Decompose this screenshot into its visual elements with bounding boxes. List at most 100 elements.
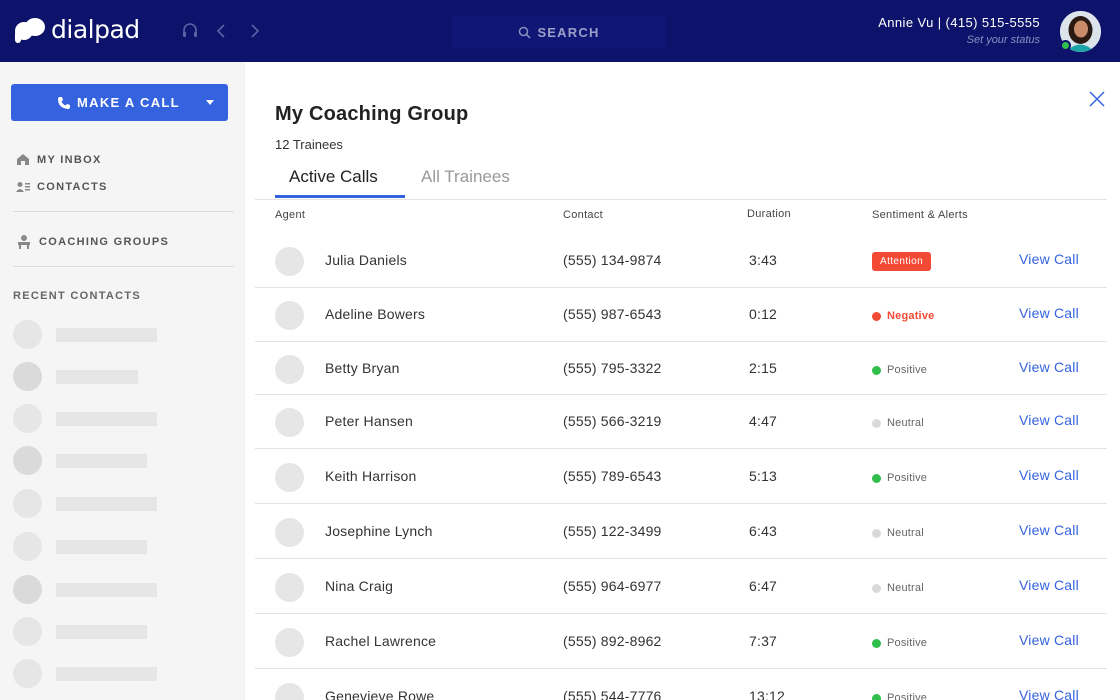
agent-avatar	[275, 463, 304, 492]
sentiment-dot	[872, 418, 881, 428]
sentiment-label: Neutral	[887, 582, 924, 594]
dialpad-logo[interactable]: dialpad	[14, 16, 140, 44]
agent-name: Betty Bryan	[325, 360, 400, 376]
trainee-count: 12 Trainees	[275, 137, 343, 152]
table-row: Peter Hansen (555) 566-3219 4:47 Neutral Vie…	[255, 395, 1107, 449]
contact-number: (555) 566-3219	[563, 413, 662, 429]
sentiment-dot	[872, 365, 881, 375]
brand-name: dialpad	[51, 15, 140, 44]
contact-number: (555) 987-6543	[563, 306, 662, 322]
view-call-link[interactable]: View Call	[1019, 467, 1079, 483]
agent-name: Adeline Bowers	[325, 306, 426, 322]
view-call-link[interactable]: View Call	[1019, 522, 1079, 538]
make-a-call-button[interactable]: MAKE A CALL	[11, 84, 228, 121]
call-duration: 6:47	[749, 578, 778, 594]
view-call-link[interactable]: View Call	[1019, 412, 1079, 428]
make-a-call-label: MAKE A CALL	[77, 95, 180, 110]
column-header-sentiment: Sentiment & Alerts	[872, 209, 968, 221]
sidebar-divider	[13, 266, 234, 267]
recent-contact-placeholder	[13, 362, 138, 391]
sidebar-item-label: COACHING GROUPS	[39, 235, 170, 248]
tab-active-calls[interactable]: Active Calls	[289, 167, 378, 186]
recent-contact-placeholder	[13, 659, 157, 688]
call-duration: 0:12	[749, 306, 778, 322]
table-row: Genevieve Rowe (555) 544-7776 13:12 Positiv…	[255, 669, 1107, 700]
sentiment-label: Positive	[887, 692, 928, 700]
back-arrow-icon[interactable]	[214, 22, 230, 40]
table-row: Betty Bryan (555) 795-3322 2:15 Positive Vie…	[255, 342, 1107, 395]
table-divider	[255, 199, 1107, 200]
tab-all-trainees[interactable]: All Trainees	[421, 167, 510, 186]
sentiment-dot	[872, 638, 881, 648]
table-row: Adeline Bowers (555) 987-6543 0:12 Negative…	[255, 288, 1107, 342]
agent-avatar	[275, 573, 304, 602]
sentiment-label: Negative	[887, 310, 935, 322]
agent-avatar	[275, 683, 304, 700]
coaching-groups-icon	[18, 235, 30, 249]
sentiment-indicator: Positive	[872, 692, 927, 700]
sentiment-indicator: Positive	[872, 472, 927, 484]
sentiment-indicator: Attention	[872, 252, 932, 271]
sidebar-divider	[13, 211, 234, 212]
agent-name: Nina Craig	[325, 578, 394, 594]
view-call-link[interactable]: View Call	[1019, 632, 1079, 648]
recent-contact-placeholder	[13, 489, 157, 518]
sentiment-dot	[872, 528, 881, 538]
view-call-link[interactable]: View Call	[1019, 305, 1079, 321]
call-duration: 7:37	[749, 633, 778, 649]
recent-contacts-heading: RECENT CONTACTS	[13, 290, 142, 302]
sentiment-dot	[872, 473, 881, 483]
nav-controls	[182, 22, 262, 40]
sidebar: MAKE A CALL MY INBOX CONTACTS COACHING G…	[0, 62, 245, 700]
agent-name: Genevieve Rowe	[325, 688, 435, 700]
user-name: Annie Vu | (415) 515-5555	[878, 15, 1040, 30]
view-call-link[interactable]: View Call	[1019, 687, 1079, 700]
call-duration: 6:43	[749, 523, 778, 539]
agent-avatar	[275, 301, 304, 330]
sentiment-label: Positive	[887, 364, 928, 376]
headset-icon[interactable]	[182, 22, 198, 40]
view-call-link[interactable]: View Call	[1019, 577, 1079, 593]
sidebar-item-coaching-groups[interactable]: COACHING GROUPS	[16, 234, 169, 249]
contact-number: (555) 544-7776	[563, 688, 662, 700]
sentiment-indicator: Positive	[872, 364, 927, 376]
view-call-link[interactable]: View Call	[1019, 251, 1079, 267]
recent-contact-placeholder	[13, 575, 157, 604]
sidebar-item-contacts[interactable]: CONTACTS	[16, 181, 108, 193]
sidebar-item-inbox[interactable]: MY INBOX	[16, 153, 102, 166]
chevron-down-icon[interactable]	[206, 100, 214, 105]
sentiment-dot	[872, 693, 881, 700]
sentiment-indicator: Positive	[872, 637, 927, 649]
recent-contact-placeholder	[13, 404, 157, 433]
phone-icon	[58, 96, 70, 109]
sidebar-item-label: CONTACTS	[37, 181, 108, 193]
set-status-link[interactable]: Set your status	[966, 34, 1040, 46]
sentiment-indicator: Negative	[872, 310, 934, 322]
view-call-link[interactable]: View Call	[1019, 359, 1079, 375]
sentiment-indicator: Neutral	[872, 417, 924, 429]
search-label: SEARCH	[537, 24, 600, 40]
table-row: Nina Craig (555) 964-6977 6:47 Neutral View …	[255, 559, 1107, 614]
agent-name: Keith Harrison	[325, 468, 417, 484]
forward-arrow-icon[interactable]	[246, 22, 262, 40]
recent-contact-placeholder	[13, 446, 147, 475]
search-bar[interactable]: SEARCH	[452, 16, 666, 48]
sentiment-dot	[872, 311, 881, 321]
dialpad-logo-icon	[15, 18, 45, 43]
attention-badge: Attention	[872, 252, 932, 271]
table-row: Rachel Lawrence (555) 892-8962 7:37 Positiv…	[255, 614, 1107, 669]
sentiment-indicator: Neutral	[872, 582, 924, 594]
contacts-icon	[16, 182, 30, 192]
agent-avatar	[275, 355, 304, 384]
sentiment-label: Positive	[887, 472, 928, 484]
call-duration: 2:15	[749, 360, 778, 376]
call-duration: 13:12	[749, 688, 786, 700]
agent-avatar	[275, 247, 304, 276]
user-info[interactable]: Annie Vu | (415) 515-5555 Set your statu…	[878, 15, 1040, 46]
agent-name: Josephine Lynch	[325, 523, 433, 539]
sentiment-indicator: Neutral	[872, 527, 924, 539]
call-duration: 5:13	[749, 468, 778, 484]
contact-number: (555) 122-3499	[563, 523, 662, 539]
top-bar: dialpad SEARCH Annie Vu | (415) 515-5555…	[0, 0, 1120, 62]
close-icon[interactable]	[1088, 90, 1106, 108]
